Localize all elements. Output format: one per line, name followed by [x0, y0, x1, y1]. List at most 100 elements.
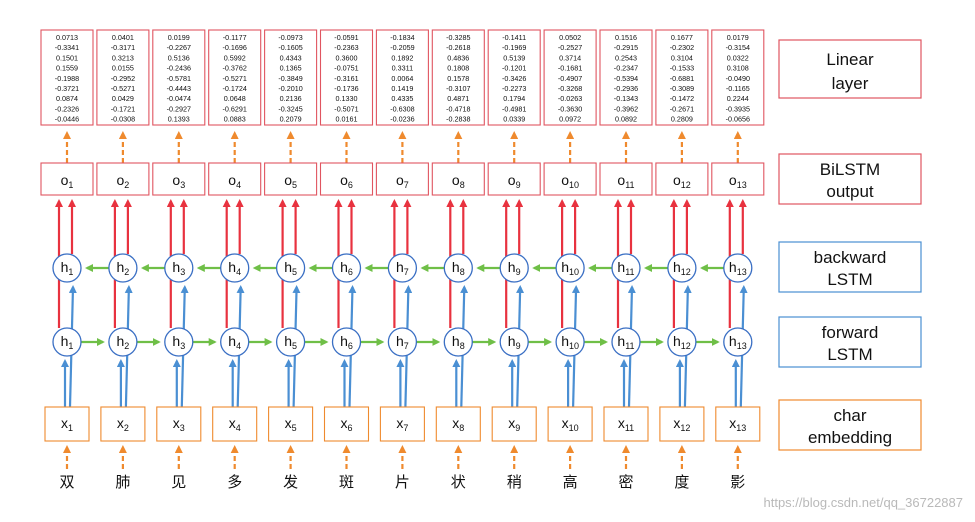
backward-state-label-7: h7 [396, 259, 409, 277]
linear-value: 0.3600 [336, 53, 358, 62]
linear-value: -0.1696 [223, 43, 247, 52]
linear-value: -0.1834 [390, 33, 414, 42]
forward-state-label-4: h4 [228, 333, 241, 351]
embedding-box-4 [212, 406, 258, 442]
linear-value: -0.0474 [167, 94, 191, 103]
backward-state-label-11: h11 [617, 259, 634, 277]
linear-value: -0.2618 [446, 43, 470, 52]
linear-value: -0.2936 [614, 84, 638, 93]
linear-value: -0.3721 [55, 84, 79, 93]
linear-value: -0.3935 [726, 104, 750, 113]
embedding-label-2: x2 [117, 415, 129, 433]
forward-state-node-11 [611, 327, 641, 357]
linear-value: -0.3154 [726, 43, 750, 52]
linear-value: -0.3245 [278, 104, 302, 113]
linear-value: -0.0656 [726, 115, 750, 124]
output-box-4 [208, 162, 262, 196]
input-character-7: 片 [395, 473, 410, 491]
linear-value: 0.0429 [112, 94, 134, 103]
forward-state-node-1 [52, 327, 82, 357]
linear-value: 0.2809 [671, 115, 693, 124]
linear-value: -0.1533 [670, 64, 694, 73]
embedding-box-8 [435, 406, 481, 442]
output-label-12: o12 [673, 172, 691, 190]
linear-value: 0.0401 [112, 33, 134, 42]
linear-value: -0.6308 [390, 104, 414, 113]
linear-value: -0.2302 [670, 43, 694, 52]
input-character-9: 稍 [507, 473, 522, 491]
input-character-5: 发 [283, 473, 298, 491]
forward-state-label-9: h9 [508, 333, 521, 351]
backward-state-node-8 [443, 253, 473, 283]
linear-value: -0.0308 [111, 115, 135, 124]
linear-value: 0.5136 [168, 53, 190, 62]
linear-value: -0.4907 [558, 74, 582, 83]
embedding-box-3 [156, 406, 202, 442]
linear-value: -0.3630 [558, 104, 582, 113]
output-label-2: o2 [116, 172, 129, 190]
output-box-9 [487, 162, 541, 196]
embedding-box-10 [547, 406, 593, 442]
linear-value: 0.2136 [280, 94, 302, 103]
embedding-box-7 [379, 406, 425, 442]
output-label-6: o6 [340, 172, 353, 190]
output-label-5: o5 [284, 172, 297, 190]
linear-value: 0.0322 [727, 53, 749, 62]
linear-value: -0.0236 [390, 115, 414, 124]
linear-value: -0.0591 [334, 33, 358, 42]
linear-value: 0.0161 [336, 115, 358, 124]
linear-value: -0.4718 [446, 104, 470, 113]
input-character-13: 影 [730, 473, 745, 491]
embedding-label-3: x3 [173, 415, 185, 433]
input-character-8: 状 [451, 473, 466, 491]
backward-state-node-10 [555, 253, 585, 283]
input-character-6: 斑 [339, 473, 354, 491]
linear-value: 0.2079 [280, 115, 302, 124]
node-layer: 0.0713-0.33410.15010.1559-0.1988-0.37210… [40, 29, 765, 491]
linear-value: -0.2838 [446, 115, 470, 124]
linear-value: 0.0199 [168, 33, 190, 42]
linear-value: -0.2671 [670, 104, 694, 113]
linear-value: -0.2273 [502, 84, 526, 93]
output-box-8 [431, 162, 485, 196]
legend-linear-layer: Linear layer [778, 39, 922, 99]
forward-state-node-10 [555, 327, 585, 357]
input-character-10: 高 [563, 473, 578, 491]
output-box-3 [152, 162, 206, 196]
linear-value: -0.3849 [278, 74, 302, 83]
linear-value: 0.1794 [503, 94, 525, 103]
output-label-11: o11 [617, 172, 634, 190]
linear-value: -0.2059 [390, 43, 414, 52]
embedding-box-1 [44, 406, 90, 442]
input-character-2: 肺 [115, 473, 130, 491]
embedding-box-9 [491, 406, 537, 442]
linear-value: 0.3311 [392, 64, 413, 73]
linear-value: -0.2326 [55, 104, 79, 113]
linear-value: 0.3104 [671, 53, 693, 62]
linear-value: -0.2010 [278, 84, 302, 93]
linear-value: -0.5271 [111, 84, 135, 93]
embedding-box-13 [715, 406, 761, 442]
linear-value: -0.3341 [55, 43, 79, 52]
forward-state-node-7 [387, 327, 418, 357]
backward-state-label-1: h1 [61, 259, 74, 277]
forward-state-node-13 [723, 327, 753, 357]
forward-state-node-2 [108, 327, 138, 357]
linear-value: -0.1472 [670, 94, 694, 103]
linear-value: 0.0972 [559, 115, 581, 124]
output-box-2 [96, 162, 150, 196]
backward-state-node-3 [164, 253, 194, 283]
linear-value: 0.5139 [503, 53, 525, 62]
embedding-box-12 [659, 406, 705, 442]
legend-backward-lstm: backward LSTM [778, 241, 922, 293]
linear-value: 0.1393 [168, 115, 190, 124]
linear-value: -0.5781 [167, 74, 191, 83]
forward-state-node-6 [331, 327, 362, 357]
linear-value: -0.1988 [55, 74, 79, 83]
linear-value: -0.1721 [111, 104, 135, 113]
linear-value: -0.3268 [558, 84, 582, 93]
